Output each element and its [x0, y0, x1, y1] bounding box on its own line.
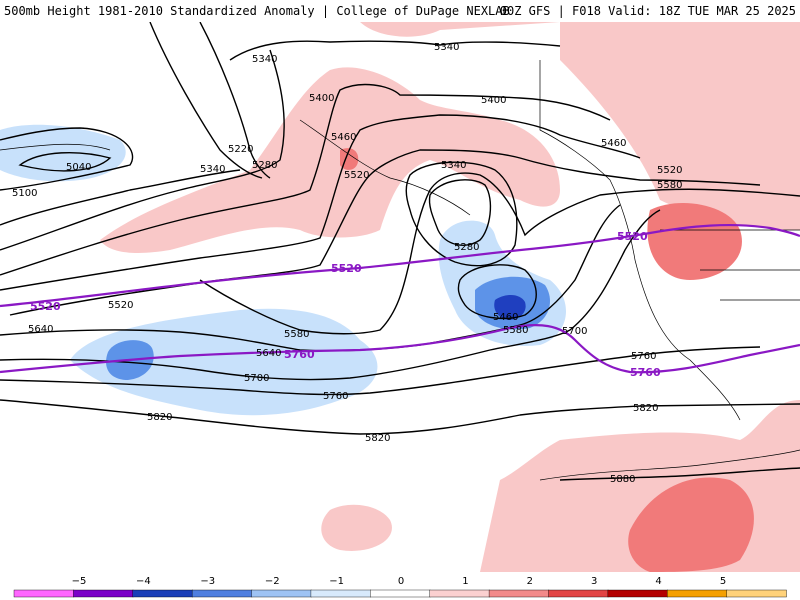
- contour-5220: [199, 22, 271, 179]
- climo-label: 5760: [630, 366, 661, 379]
- height-label: 5340: [200, 164, 225, 175]
- positive-anomaly-region: [100, 67, 560, 253]
- height-label: 5640: [256, 348, 281, 359]
- height-label: 5340: [441, 160, 466, 171]
- contour-5820: [0, 399, 800, 435]
- purple-contour-5760: [0, 324, 800, 374]
- anomaly-shading: [0, 22, 800, 572]
- colorbar-tick-label: 5: [720, 576, 726, 587]
- height-label: 5880: [610, 474, 635, 485]
- colorbar-segment: [726, 589, 787, 598]
- height-label: 5280: [252, 160, 277, 171]
- colorbar-tick-label: 1: [462, 576, 468, 587]
- colorbar-segment: [667, 589, 728, 598]
- height-label: 5580: [657, 180, 682, 191]
- height-label: 5520: [344, 170, 369, 181]
- height-label: 5700: [562, 326, 587, 337]
- colorbar-segment: [488, 589, 550, 598]
- colorbar: −5 −4 −3 −2 −1 0 1 2 3 4 5: [13, 576, 787, 598]
- contour-5460: [0, 114, 641, 291]
- height-label: 5400: [309, 93, 334, 104]
- height-label: 5280: [454, 242, 479, 253]
- colorbar-tick-label: −5: [72, 576, 87, 587]
- height-label: 5640: [28, 324, 53, 335]
- contour-5040: [18, 151, 112, 172]
- height-label: 5820: [147, 412, 172, 423]
- height-label: 5460: [331, 132, 356, 143]
- contour-5100: [0, 127, 134, 191]
- height-label: 5460: [601, 138, 626, 149]
- positive-anomaly-region: [321, 504, 392, 551]
- height-label: 5100: [12, 188, 37, 199]
- height-label: 5220: [228, 144, 253, 155]
- height-contours: [0, 22, 800, 481]
- climo-label: 5520: [331, 262, 362, 275]
- colorbar-segment: [73, 589, 134, 598]
- height-label: 5580: [284, 329, 309, 340]
- colorbar-tick-label: 3: [591, 576, 597, 587]
- contour-5400: [0, 83, 611, 276]
- contour-5460-low: [457, 264, 537, 320]
- height-label: 5820: [633, 403, 658, 414]
- negative-anomaly-region: [70, 308, 378, 416]
- colorbar-segment: [607, 589, 668, 598]
- height-label: 5340: [252, 54, 277, 65]
- colorbar-segment: [310, 589, 372, 598]
- colorbar-segment: [132, 589, 193, 598]
- colorbar-segment: [13, 589, 75, 598]
- height-label: 5580: [503, 325, 528, 336]
- climo-label: 5760: [284, 348, 315, 361]
- strong-positive-anomaly: [647, 202, 742, 280]
- contour-5580: [199, 172, 800, 335]
- strong-positive-anomaly: [340, 148, 359, 170]
- climatology-labels: 5520 5520 5520 5760 5760: [30, 230, 661, 379]
- contour-5700: [0, 209, 661, 381]
- climatology-contours: [0, 223, 800, 374]
- height-label: 5700: [244, 373, 269, 384]
- contour-labels: 5340 5340 5340 5340 5400 5400 5460 5460 …: [12, 42, 682, 485]
- height-label: 5760: [323, 391, 348, 402]
- height-label: 5820: [365, 433, 390, 444]
- colorbar-tick-label: 0: [398, 576, 404, 587]
- height-label: 5760: [631, 351, 656, 362]
- colorbar-tick-label: 4: [655, 576, 661, 587]
- height-label: 5340: [434, 42, 459, 53]
- colorbar-tick-label: −2: [265, 576, 280, 587]
- contour-5280-low: [428, 179, 492, 246]
- colorbar-segment: [429, 589, 490, 598]
- height-label: 5520: [657, 165, 682, 176]
- colorbar-segment: [191, 589, 253, 598]
- model-run-info: 00Z GFS | F018 Valid: 18Z TUE MAR 25 202…: [499, 4, 796, 18]
- strong-positive-anomaly: [628, 477, 754, 572]
- contour-5340-low: [405, 161, 518, 267]
- anomaly-map: 5340 5340 5340 5340 5400 5400 5460 5460 …: [0, 22, 800, 572]
- climo-label: 5520: [30, 300, 61, 313]
- colorbar-bar: [13, 589, 787, 598]
- colorbar-segment: [251, 589, 312, 598]
- contour-5880: [559, 467, 800, 481]
- colorbar-tick-label: −1: [329, 576, 344, 587]
- height-label: 5400: [481, 95, 506, 106]
- contour-5280: [0, 22, 263, 226]
- map-title: 500mb Height 1981-2010 Standardized Anom…: [4, 4, 510, 18]
- height-label: 5040: [66, 162, 91, 173]
- strong-negative-anomaly: [494, 294, 526, 320]
- height-label: 5460: [493, 312, 518, 323]
- climo-label: 5520: [617, 230, 648, 243]
- purple-contour-5520: [0, 223, 800, 308]
- colorbar-tick-label: 2: [527, 576, 533, 587]
- contour-5760: [0, 346, 761, 396]
- colorbar-tick-label: −3: [200, 576, 215, 587]
- colorbar-segment: [548, 589, 609, 598]
- colorbar-tick-label: −4: [136, 576, 151, 587]
- colorbar-segment: [370, 589, 431, 598]
- map-header: 500mb Height 1981-2010 Standardized Anom…: [0, 0, 800, 22]
- contour-5340: [0, 40, 561, 251]
- colorbar-ticks: −5 −4 −3 −2 −1 0 1 2 3 4 5: [72, 576, 727, 587]
- height-label: 5520: [108, 300, 133, 311]
